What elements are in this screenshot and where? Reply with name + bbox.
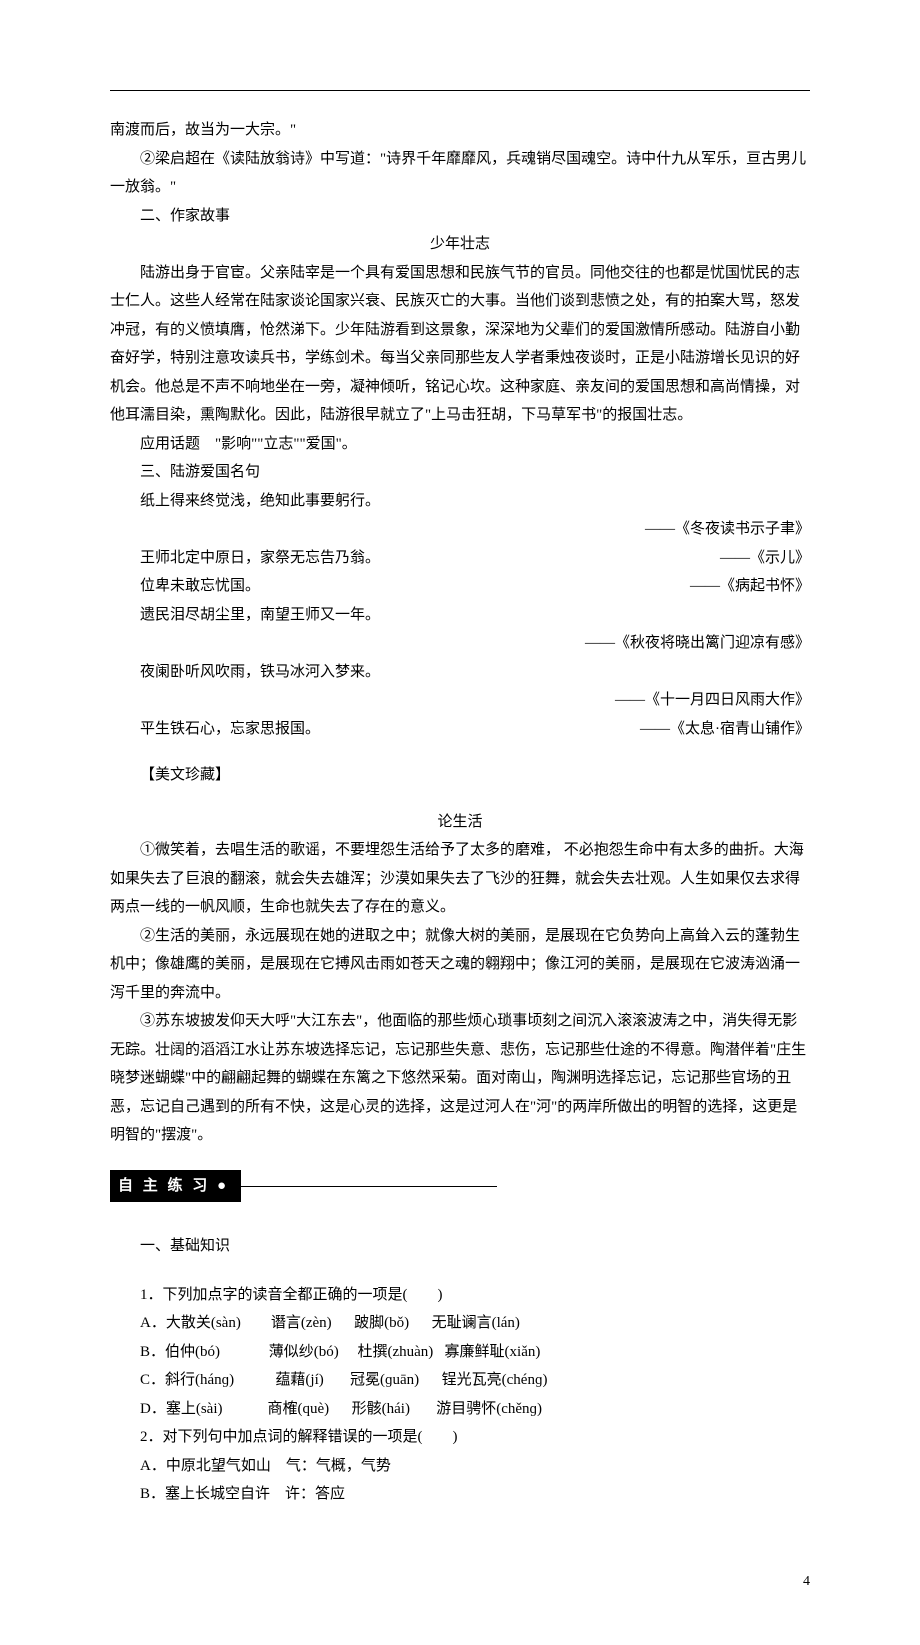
page-number: 4 — [110, 1569, 810, 1596]
essay-title: 论生活 — [110, 808, 810, 837]
quote-line: 位卑未敢忘忧国。 — [110, 572, 690, 601]
intro-p1: 南渡而后，故当为一大宗。" — [110, 116, 810, 145]
quote-line: 王师北定中原日，家祭无忘告乃翁。 — [110, 544, 720, 573]
practice-badge-row: 自 主 练 习 ● — [110, 1150, 810, 1213]
quote-source: ——《太息·宿青山铺作》 — [640, 715, 810, 744]
essay-p3: ③苏东坡披发仰天大呼"大江东去"，他面临的那些烦心琐事顷刻之间沉入滚滚波涛之中，… — [110, 1007, 810, 1150]
quote-line: 纸上得来终觉浅，绝知此事要躬行。 — [110, 487, 810, 516]
q1-stem: 1．下列加点字的读音全都正确的一项是( ) — [110, 1281, 810, 1310]
quote-row: 平生铁石心，忘家思报国。——《太息·宿青山铺作》 — [110, 715, 810, 744]
practice-badge: 自 主 练 习 ● — [110, 1170, 241, 1203]
essay-bracket: 【美文珍藏】 — [110, 761, 810, 790]
quote-source: ——《十一月四日风雨大作》 — [110, 686, 810, 715]
badge-line — [237, 1186, 497, 1187]
option-line: B．伯仲(bó) 薄似纱(bó) 杜撰(zhuàn) 寡廉鲜耻(xiǎn) — [110, 1338, 810, 1367]
q2-options: A．中原北望气如山 气：气概，气势B．塞上长城空自许 许：答应 — [110, 1452, 810, 1509]
topics: 应用话题 "影响""立志""爱国"。 — [110, 430, 810, 459]
heading-2: 二、作家故事 — [110, 202, 810, 231]
essay-p1: ①微笑着，去唱生活的歌谣，不要埋怨生活给予了太多的磨难， 不必抱怨生命中有太多的… — [110, 836, 810, 922]
q1-options: A．大散关(sàn) 谮言(zèn) 跛脚(bǒ) 无耻谰言(lán)B．伯仲(… — [110, 1309, 810, 1423]
quote-line: 夜阑卧听风吹雨，铁马冰河入梦来。 — [110, 658, 810, 687]
option-line: C．斜行(hánɡ) 蕴藉(jí) 冠冕(ɡuān) 锃光瓦亮(chénɡ) — [110, 1366, 810, 1395]
quotes-block: 纸上得来终觉浅，绝知此事要躬行。——《冬夜读书示子聿》王师北定中原日，家祭无忘告… — [110, 487, 810, 744]
quote-line: 遗民泪尽胡尘里，南望王师又一年。 — [110, 601, 810, 630]
quote-source: ——《秋夜将晓出篱门迎凉有感》 — [110, 629, 810, 658]
heading-3: 三、陆游爱国名句 — [110, 458, 810, 487]
quote-source: ——《冬夜读书示子聿》 — [110, 515, 810, 544]
essay-p2: ②生活的美丽，永远展现在她的进取之中；就像大树的美丽，是展现在它负势向上高耸入云… — [110, 922, 810, 1008]
q2-stem: 2．对下列句中加点词的解释错误的一项是( ) — [110, 1423, 810, 1452]
practice-h1: 一、基础知识 — [110, 1232, 810, 1261]
story-body: 陆游出身于官宦。父亲陆宰是一个具有爱国思想和民族气节的官员。同他交往的也都是忧国… — [110, 259, 810, 430]
quote-source: ——《病起书怀》 — [690, 572, 810, 601]
option-line: B．塞上长城空自许 许：答应 — [110, 1480, 810, 1509]
option-line: A．中原北望气如山 气：气概，气势 — [110, 1452, 810, 1481]
option-line: D．塞上(sài) 商榷(què) 形骸(hái) 游目骋怀(chěnɡ) — [110, 1395, 810, 1424]
intro-p2: ②梁启超在《读陆放翁诗》中写道："诗界千年靡靡风，兵魂销尽国魂空。诗中什九从军乐… — [110, 145, 810, 202]
quote-row: 位卑未敢忘忧国。——《病起书怀》 — [110, 572, 810, 601]
option-line: A．大散关(sàn) 谮言(zèn) 跛脚(bǒ) 无耻谰言(lán) — [110, 1309, 810, 1338]
quote-line: 平生铁石心，忘家思报国。 — [110, 715, 640, 744]
story-title: 少年壮志 — [110, 230, 810, 259]
top-rule — [110, 90, 810, 91]
quote-source: ——《示儿》 — [720, 544, 810, 573]
quote-row: 王师北定中原日，家祭无忘告乃翁。——《示儿》 — [110, 544, 810, 573]
